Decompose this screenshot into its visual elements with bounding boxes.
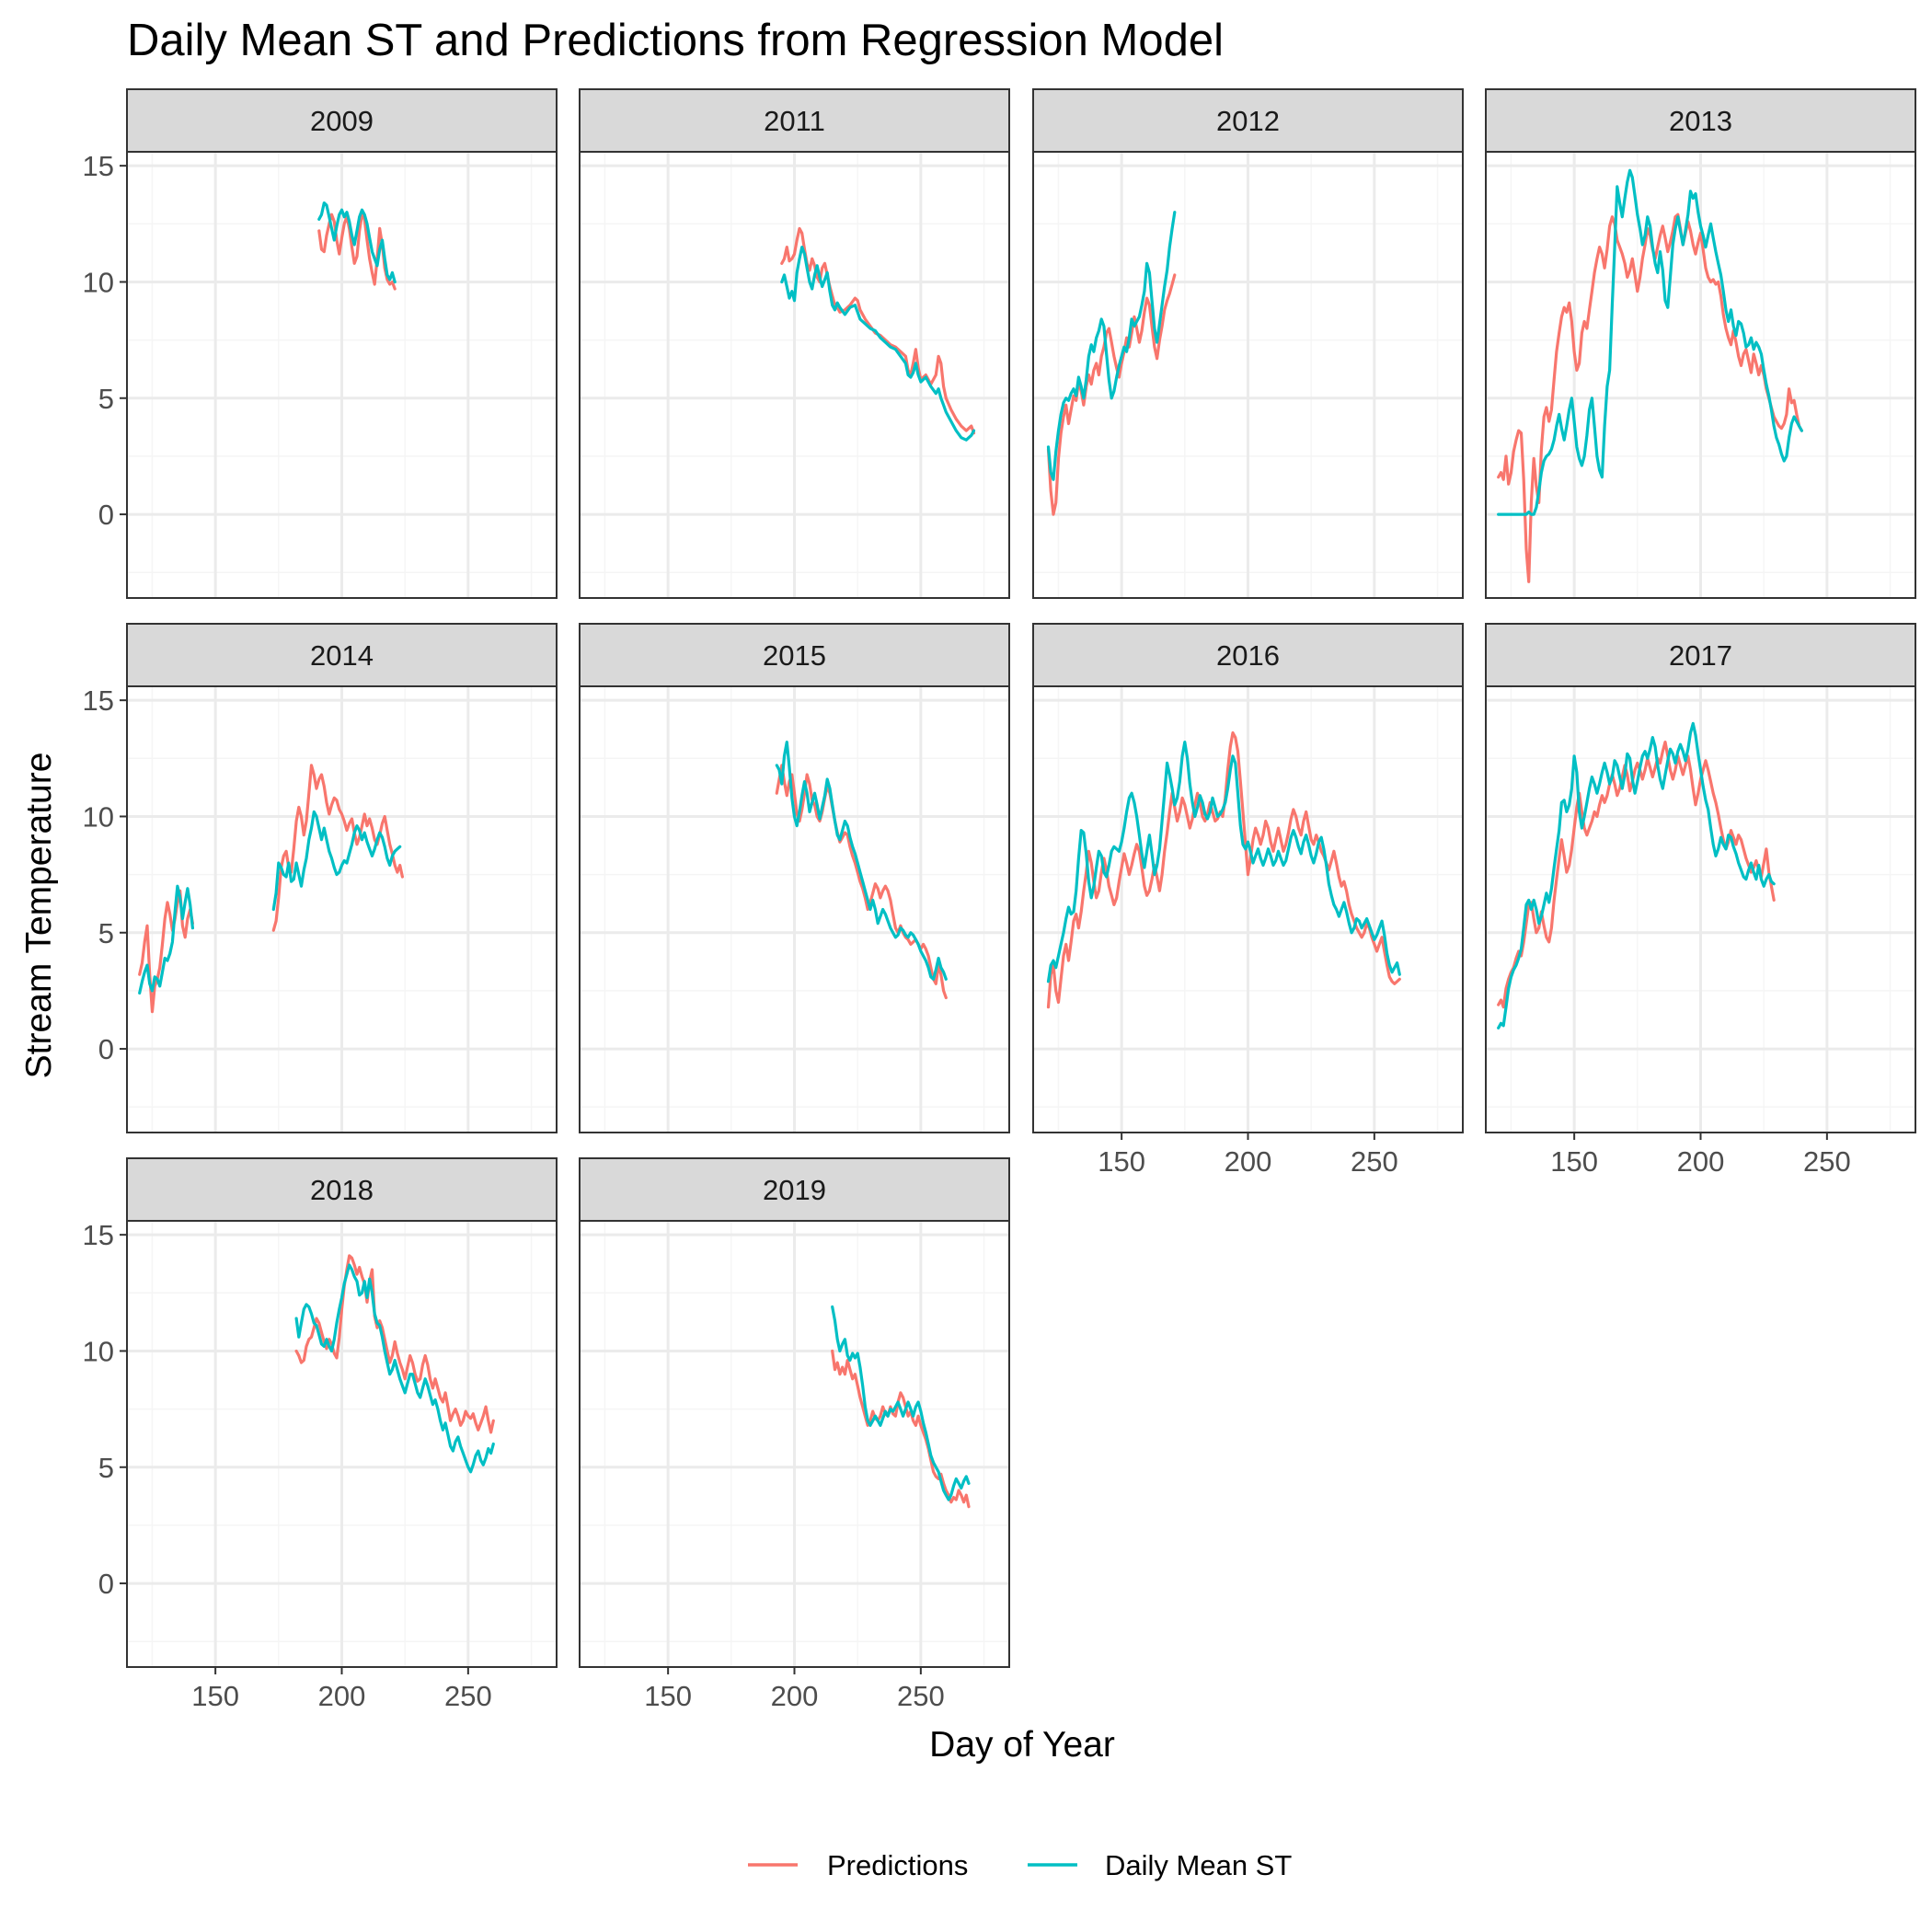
series-line-daily-mean-st [294, 1263, 495, 1474]
legend-label-daily-mean-st: Daily Mean ST [1105, 1849, 1292, 1881]
facet-panel-2013: 2013 [1485, 88, 1916, 599]
facet-strip [579, 623, 1010, 687]
x-tick-label: 200 [318, 1680, 366, 1712]
facet-strip-label: 2013 [1669, 105, 1732, 137]
series-line-predictions [138, 889, 194, 1014]
facet-strip [1032, 88, 1464, 153]
facet-strip [579, 1157, 1010, 1222]
facet-strip [1032, 623, 1464, 687]
y-tick-label: 10 [83, 1335, 114, 1367]
y-axis-title: Stream Temperature [19, 753, 59, 1079]
y-tick-label: 5 [98, 1452, 114, 1484]
y-tick-label: 15 [83, 1219, 114, 1251]
facet-panel-2016: 2016 150 200 250 [1032, 623, 1464, 1178]
y-tick-label: 10 [83, 800, 114, 833]
series-line-daily-mean-st [831, 1305, 971, 1501]
facet-panel-2009: 2009 0 5 10 15 [83, 88, 558, 599]
y-tick-label: 5 [98, 383, 114, 415]
facet-strip [126, 88, 558, 153]
facet-panel-2015: 2015 [579, 623, 1010, 1133]
x-tick-label: 250 [1351, 1145, 1398, 1178]
facet-panel-2018: 2018 0 5 10 15 150 200 250 [83, 1157, 558, 1712]
series-line-predictions [831, 1349, 971, 1509]
x-tick-label: 150 [191, 1680, 239, 1712]
legend: Predictions Daily Mean ST [748, 1849, 1292, 1881]
series-line-daily-mean-st [1497, 168, 1803, 516]
facet-strip-label: 2014 [310, 639, 374, 672]
facet-strip [1485, 623, 1916, 687]
y-tick-label: 10 [83, 266, 114, 298]
facet-strip-label: 2011 [764, 105, 825, 137]
x-tick-label: 200 [1677, 1145, 1725, 1178]
legend-label-predictions: Predictions [827, 1849, 968, 1881]
x-tick-label: 150 [644, 1680, 692, 1712]
facet-strip-label: 2012 [1216, 105, 1280, 137]
facet-strip [579, 88, 1010, 153]
series-line-daily-mean-st [1046, 211, 1177, 481]
facet-strip-label: 2019 [763, 1174, 826, 1206]
facet-strip [126, 1157, 558, 1222]
facet-panel-2014: 2014 0 5 10 15 [83, 623, 558, 1133]
x-tick-label: 200 [771, 1680, 819, 1712]
series-line-daily-mean-st [317, 201, 397, 284]
facet-strip [1485, 88, 1916, 153]
series-line-daily-mean-st [775, 741, 948, 981]
facet-panel-2019: 2019 150 200 250 [579, 1157, 1010, 1712]
x-tick-label: 250 [444, 1680, 492, 1712]
series-line-daily-mean-st [138, 884, 194, 995]
series-line-daily-mean-st [1046, 741, 1401, 983]
series-line-predictions [1046, 273, 1177, 516]
x-tick-label: 150 [1098, 1145, 1145, 1178]
y-tick-label: 5 [98, 917, 114, 949]
facet-panel-2011: 2011 [579, 88, 1010, 599]
facet-strip-label: 2015 [763, 639, 826, 672]
y-tick-label: 0 [98, 1033, 114, 1065]
series-line-predictions [294, 1254, 495, 1434]
x-tick-label: 150 [1550, 1145, 1598, 1178]
x-tick-label: 250 [1803, 1145, 1851, 1178]
series-line-daily-mean-st [780, 246, 976, 442]
series-line-daily-mean-st [271, 810, 402, 912]
y-tick-label: 0 [98, 499, 114, 531]
facet-strip-label: 2016 [1216, 639, 1280, 672]
facet-panels: 2009 0 5 10 15 2011 2012 2013 2014 0 5 10 15 2015 2016… [83, 88, 1916, 1712]
series-line-daily-mean-st [1497, 721, 1776, 1029]
x-axis-title: Day of Year [929, 1725, 1115, 1765]
y-tick-label: 15 [83, 150, 114, 182]
x-tick-label: 200 [1225, 1145, 1272, 1178]
x-tick-label: 250 [897, 1680, 945, 1712]
facet-strip [126, 623, 558, 687]
y-tick-label: 15 [83, 684, 114, 717]
facet-strip-label: 2018 [310, 1174, 374, 1206]
facet-panel-2012: 2012 [1032, 88, 1464, 599]
facet-strip-label: 2009 [310, 105, 374, 137]
facet-strip-label: 2017 [1669, 639, 1732, 672]
facet-panel-2017: 2017 150 200 250 [1485, 623, 1916, 1178]
series-line-predictions [271, 764, 404, 932]
y-tick-label: 0 [98, 1568, 114, 1600]
chart-title: Daily Mean ST and Predictions from Regre… [127, 16, 1224, 65]
